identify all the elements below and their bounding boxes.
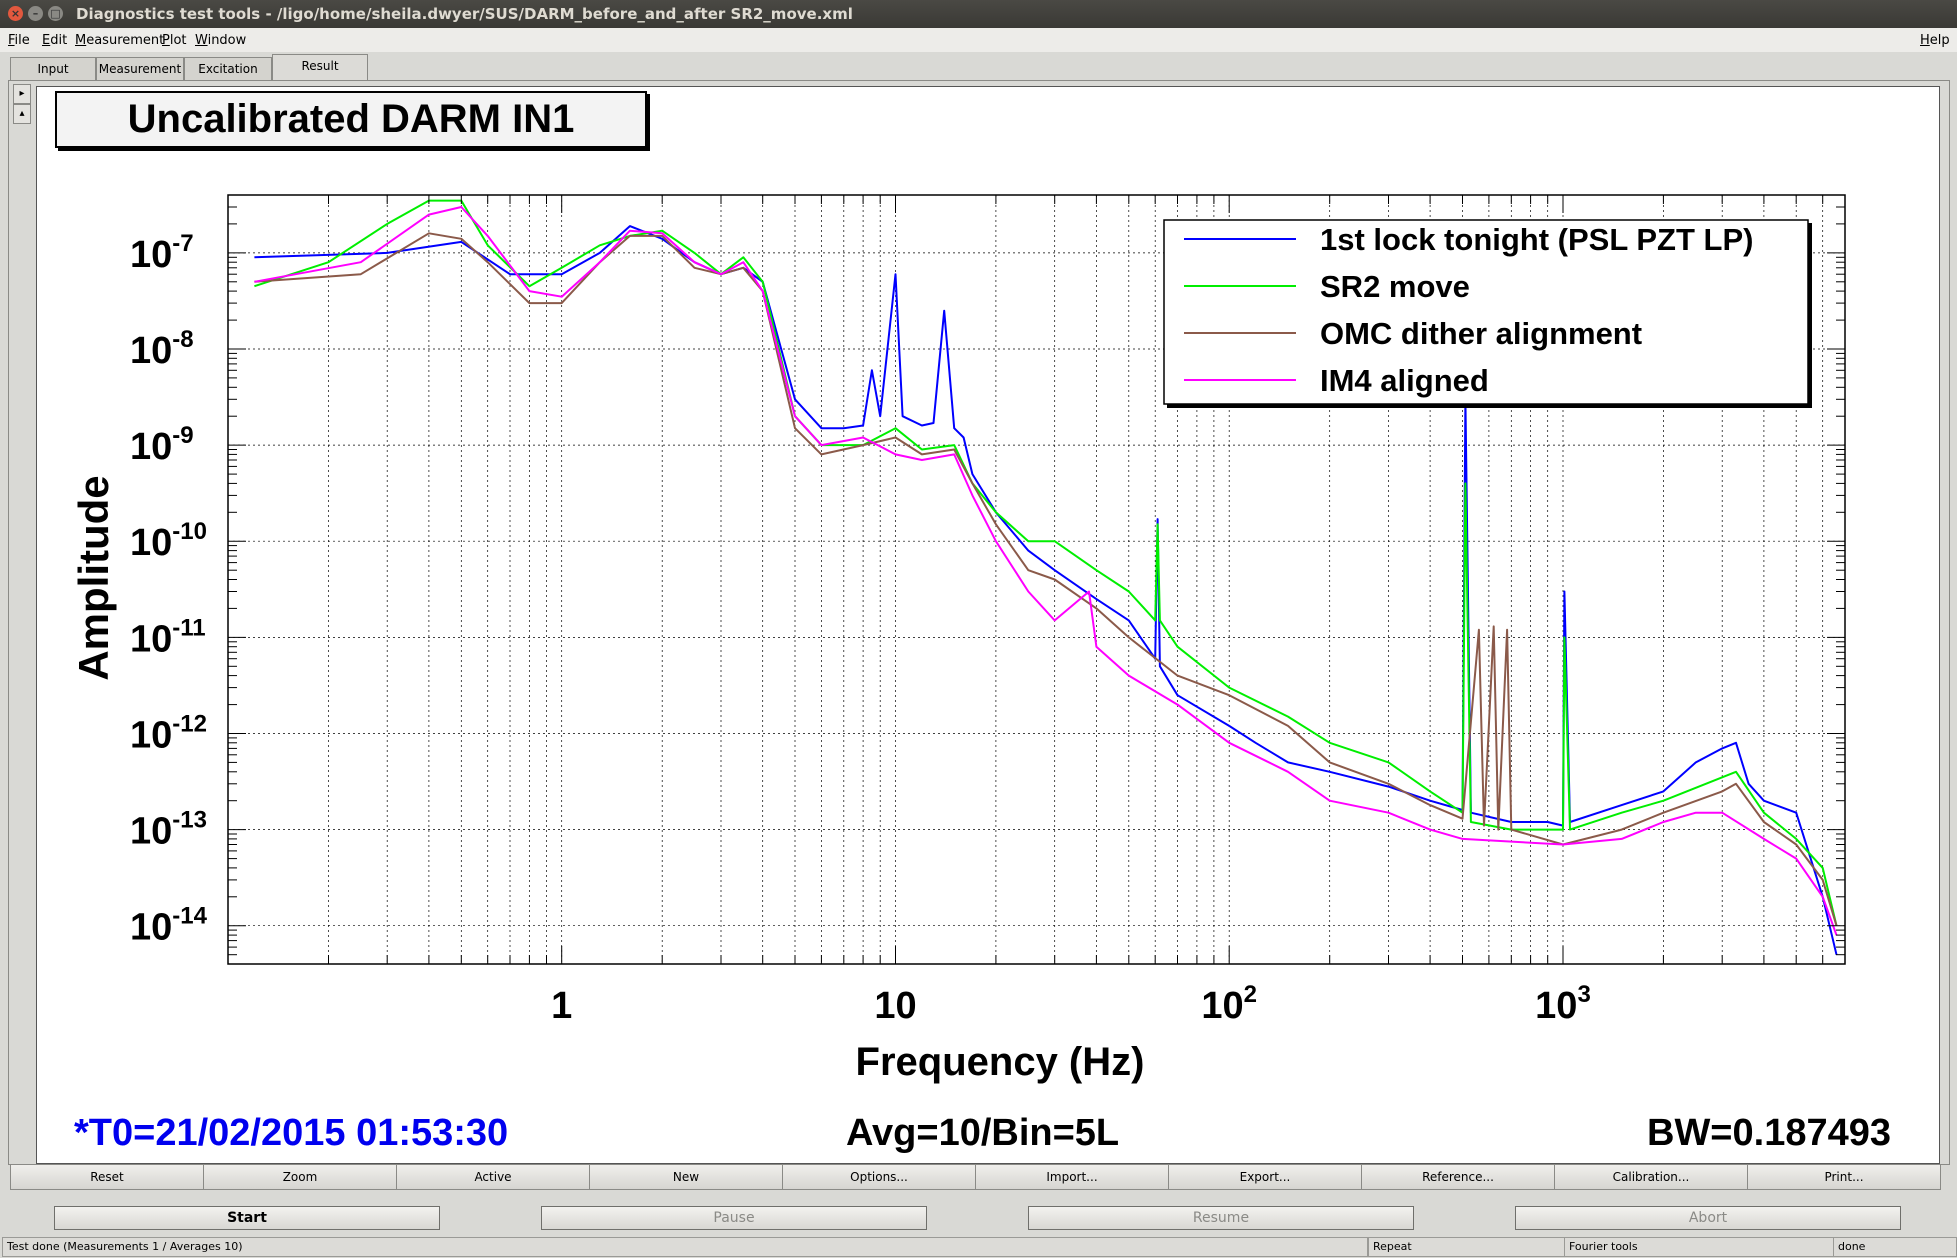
active-button[interactable]: Active (396, 1164, 590, 1190)
start-button[interactable]: Start (54, 1206, 440, 1230)
t0-label: *T0=21/02/2015 01:53:30 (74, 1112, 509, 1154)
export-button[interactable]: Export... (1168, 1164, 1362, 1190)
menu-measurement-label: easurement (86, 33, 165, 48)
menu-edit-label: dit (50, 33, 68, 48)
menu-help[interactable]: Help (1920, 33, 1950, 48)
abort-button[interactable]: Abort (1515, 1206, 1901, 1230)
menu-window-label: indow (207, 33, 247, 48)
tab-bar: Input Measurement Excitation Result (0, 54, 1957, 80)
tab-result[interactable]: Result (272, 54, 368, 80)
print-button[interactable]: Print... (1747, 1164, 1941, 1190)
control-row: Start Pause Resume Abort (0, 1200, 1957, 1230)
status-state: done (1833, 1237, 1957, 1257)
tab-excitation[interactable]: Excitation (184, 57, 272, 80)
menu-window-hotkey: W (195, 33, 208, 48)
menu-edit[interactable]: Edit (42, 33, 67, 48)
plot-button-row: Reset Zoom Active New Options... Import.… (10, 1164, 1943, 1190)
bandwidth-label: BW=0.187493 (1647, 1112, 1891, 1154)
menu-file[interactable]: File (8, 33, 30, 48)
menu-file-label: ile (14, 33, 30, 48)
menu-edit-hotkey: E (42, 33, 51, 48)
import-button[interactable]: Import... (975, 1164, 1169, 1190)
zoom-button[interactable]: Zoom (203, 1164, 397, 1190)
calibration-button[interactable]: Calibration... (1554, 1164, 1748, 1190)
status-bar: Test done (Measurements 1 / Averages 10)… (0, 1235, 1957, 1258)
status-repeat: Repeat (1368, 1237, 1566, 1257)
window-titlebar: × – □ Diagnostics test tools - /ligo/hom… (0, 0, 1957, 28)
plot-title: Uncalibrated DARM IN1 (55, 91, 647, 148)
menu-help-hotkey: H (1920, 33, 1930, 48)
menu-plot[interactable]: Plot (162, 33, 187, 48)
tab-input[interactable]: Input (10, 57, 96, 80)
options-button[interactable]: Options... (782, 1164, 976, 1190)
status-message: Test done (Measurements 1 / Averages 10) (2, 1237, 1368, 1257)
maximize-icon[interactable]: □ (48, 6, 63, 21)
new-button[interactable]: New (589, 1164, 783, 1190)
menu-measurement-hotkey: M (75, 33, 87, 48)
menu-window[interactable]: Window (195, 33, 246, 48)
close-icon[interactable]: × (8, 6, 23, 21)
status-tool: Fourier tools (1564, 1237, 1835, 1257)
window-title: Diagnostics test tools - /ligo/home/shei… (76, 5, 853, 23)
tab-measurement[interactable]: Measurement (96, 57, 184, 80)
menu-file-hotkey: F (8, 33, 15, 48)
minimize-icon[interactable]: – (28, 6, 43, 21)
resume-button[interactable]: Resume (1028, 1206, 1414, 1230)
menu-bar: File Edit Measurement Plot Window Help (0, 28, 1957, 52)
menu-measurement[interactable]: Measurement (75, 33, 164, 48)
pause-button[interactable]: Pause (541, 1206, 927, 1230)
menu-plot-hotkey: P (162, 33, 170, 48)
scroll-right-icon[interactable]: ▸ (13, 84, 31, 104)
plot-pad[interactable] (36, 86, 1940, 1164)
scroll-up-icon[interactable]: ▴ (13, 104, 31, 124)
menu-plot-label: lot (169, 33, 187, 48)
reset-button[interactable]: Reset (10, 1164, 204, 1190)
menu-help-label: elp (1929, 33, 1950, 48)
avg-bin-label: Avg=10/Bin=5L (846, 1112, 1120, 1154)
reference-button[interactable]: Reference... (1361, 1164, 1555, 1190)
